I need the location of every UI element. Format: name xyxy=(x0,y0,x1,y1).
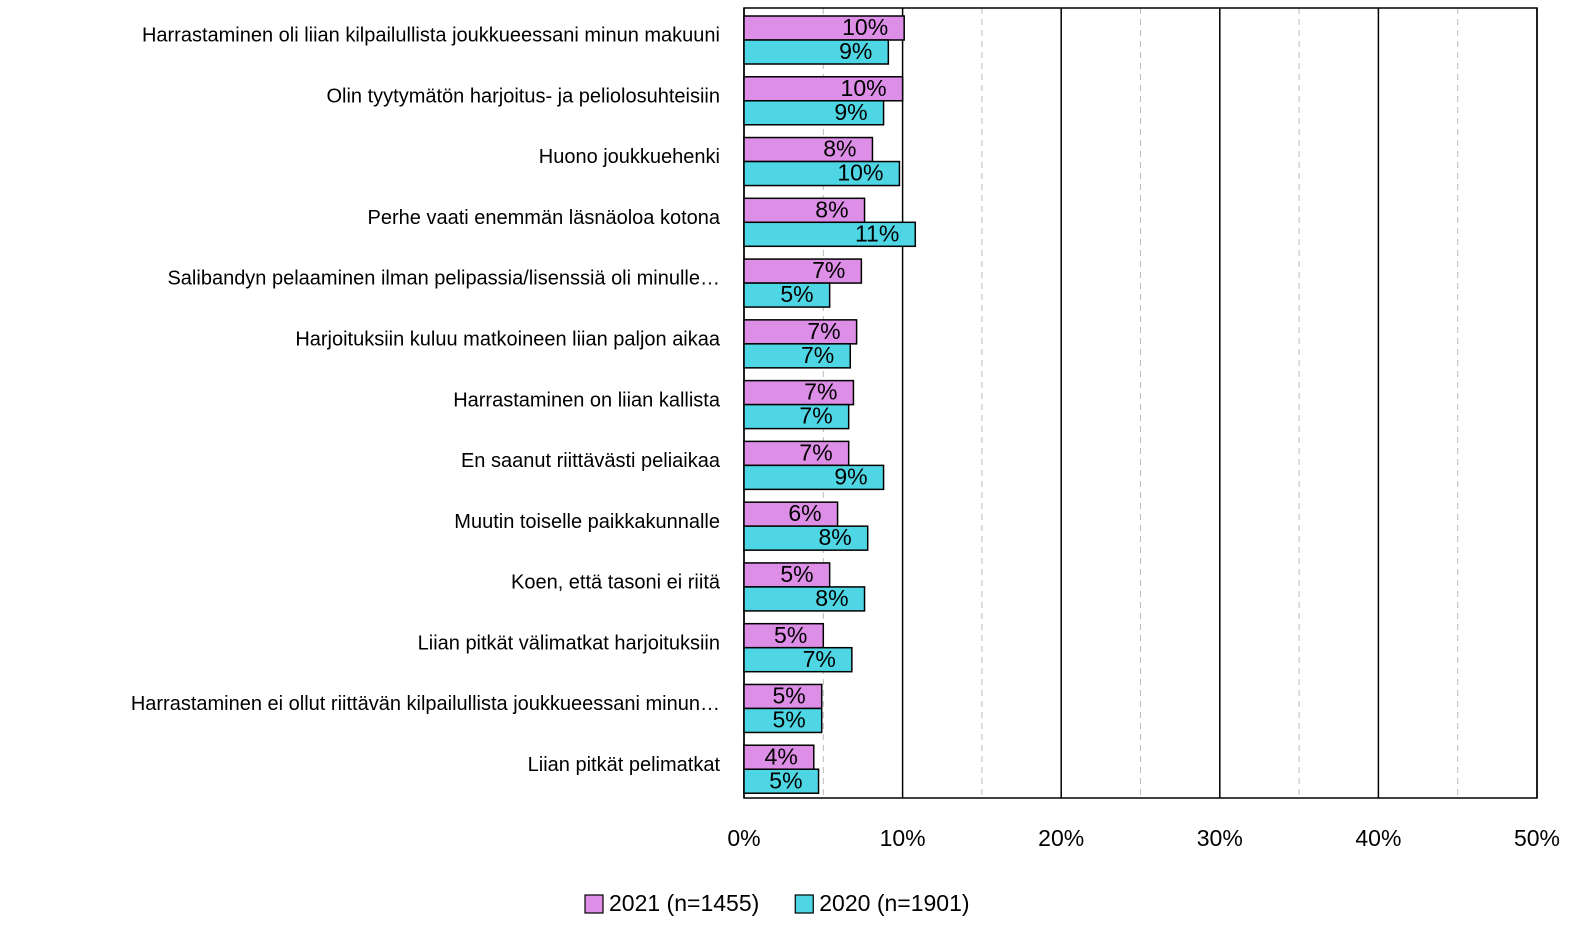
bar xyxy=(743,440,850,467)
value-label: 5% xyxy=(774,622,807,648)
value-label: 7% xyxy=(803,646,836,672)
category-label: Salibandyn pelaaminen ilman pelipassia/l… xyxy=(167,268,720,290)
value-label: 8% xyxy=(818,524,851,550)
category-label: Harrastaminen on liian kallista xyxy=(453,389,721,411)
bar xyxy=(743,282,831,308)
legend-swatch xyxy=(584,894,604,914)
value-label: 7% xyxy=(801,342,834,368)
bar xyxy=(743,501,839,527)
category-label: Liian pitkät välimatkat harjoituksiin xyxy=(418,632,720,654)
value-label: 4% xyxy=(765,743,798,769)
bar xyxy=(743,379,855,406)
value-label: 7% xyxy=(807,318,840,344)
bar xyxy=(743,197,866,224)
category-label: Harrastaminen oli liian kilpailullista j… xyxy=(142,25,720,47)
value-label: 11% xyxy=(855,220,899,246)
legend-swatch xyxy=(794,894,814,914)
bar xyxy=(743,258,863,284)
value-label: 9% xyxy=(839,38,872,64)
bar xyxy=(743,39,890,65)
x-tick-label: 10% xyxy=(880,825,926,851)
bar xyxy=(743,319,858,345)
bar xyxy=(743,707,823,734)
value-label: 7% xyxy=(799,439,832,465)
category-label: Harjoituksiin kuluu matkoineen liian pal… xyxy=(295,329,721,351)
value-label: 8% xyxy=(815,585,848,611)
bar xyxy=(743,160,901,187)
legend-label: 2020 (n=1901) xyxy=(819,890,969,916)
bar xyxy=(743,525,869,551)
value-label: 5% xyxy=(780,281,813,307)
bar xyxy=(743,464,885,491)
bar xyxy=(743,586,866,612)
bar xyxy=(743,646,853,673)
bar xyxy=(743,15,905,41)
value-label: 10% xyxy=(842,14,888,40)
value-label: 9% xyxy=(834,99,867,125)
value-label: 6% xyxy=(788,500,821,526)
bar xyxy=(743,683,823,710)
x-tick-label: 50% xyxy=(1514,825,1560,851)
value-label: 7% xyxy=(804,379,837,405)
legend-label: 2021 (n=1455) xyxy=(609,890,759,916)
x-tick-label: 20% xyxy=(1038,825,1084,851)
bar xyxy=(743,562,831,588)
value-label: 10% xyxy=(837,160,883,186)
category-label: Muutin toiselle paikkakunnalle xyxy=(454,511,720,533)
value-label: 5% xyxy=(780,561,813,587)
category-label: Liian pitkät pelimatkat xyxy=(528,754,721,776)
value-label: 5% xyxy=(772,683,805,709)
bar xyxy=(743,622,825,649)
x-tick-label: 0% xyxy=(727,825,760,851)
category-label: Koen, että tasoni ei riitä xyxy=(511,572,721,594)
category-label: Perhe vaati enemmän läsnäoloa kotona xyxy=(368,207,721,229)
category-label: Huono joukkuehenki xyxy=(539,146,720,168)
value-label: 7% xyxy=(799,403,832,429)
value-label: 7% xyxy=(812,257,845,283)
bar xyxy=(743,744,815,770)
bar xyxy=(743,403,850,430)
bar xyxy=(743,221,917,248)
x-tick-label: 30% xyxy=(1197,825,1243,851)
value-label: 10% xyxy=(841,75,887,101)
bar xyxy=(743,768,820,794)
bar xyxy=(743,100,885,126)
x-tick-label: 40% xyxy=(1355,825,1401,851)
value-label: 9% xyxy=(834,463,867,489)
category-label: Harrastaminen ei ollut riittävän kilpail… xyxy=(131,693,720,715)
value-label: 8% xyxy=(823,136,856,162)
value-label: 5% xyxy=(772,707,805,733)
category-label: En saanut riittävästi peliaikaa xyxy=(461,450,721,472)
bar xyxy=(743,343,852,369)
category-label: Olin tyytymätön harjoitus- ja peliolosuh… xyxy=(326,85,720,107)
value-label: 8% xyxy=(815,196,848,222)
value-label: 5% xyxy=(769,767,802,793)
